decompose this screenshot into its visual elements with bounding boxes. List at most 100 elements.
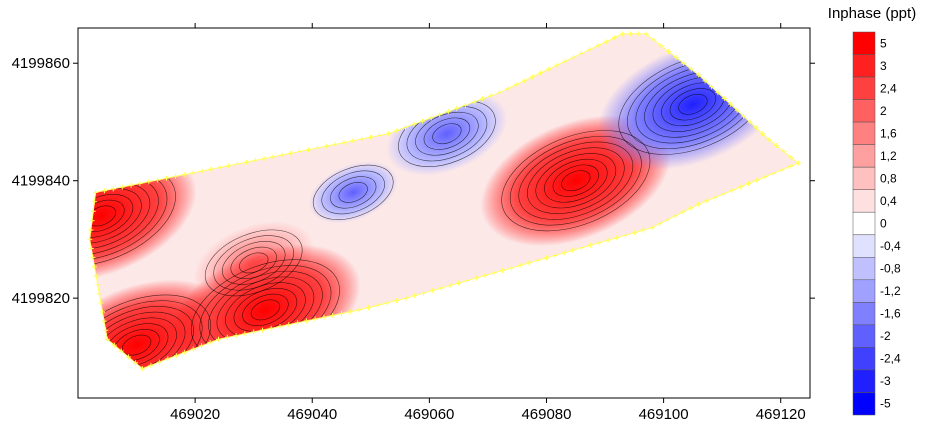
sample-marker [208, 166, 214, 172]
sample-marker [261, 156, 267, 162]
sample-marker [658, 43, 664, 49]
sample-marker [513, 82, 519, 88]
sample-marker [148, 362, 154, 368]
contour-line [89, 294, 212, 369]
sample-marker [721, 191, 727, 197]
contour-line [204, 229, 303, 297]
legend-swatch [852, 121, 876, 145]
sample-marker [137, 181, 143, 186]
sample-marker [377, 133, 382, 138]
sample-marker [330, 312, 336, 318]
sample-marker [93, 273, 99, 279]
contour-line [552, 164, 599, 197]
sample-marker [323, 143, 329, 149]
sample-marker [132, 360, 138, 366]
sample-marker [164, 175, 169, 181]
sample-marker [101, 188, 107, 194]
sample-marker [403, 295, 409, 301]
sample-marker [384, 300, 390, 306]
legend-label: -0,8 [880, 262, 901, 276]
sample-marker [788, 154, 794, 160]
sample-marker [182, 349, 188, 355]
sample-marker [770, 170, 776, 176]
x-tick-label: 469060 [404, 406, 454, 423]
sample-marker [314, 145, 320, 151]
sample-marker [98, 300, 104, 306]
legend-label: -2,4 [880, 352, 901, 366]
sample-marker [508, 265, 514, 271]
contour-line [535, 153, 617, 209]
y-tick-label: 4199820 [12, 290, 70, 307]
sample-marker [734, 107, 740, 113]
sample-marker [623, 232, 628, 238]
sample-marker [491, 270, 497, 276]
sample-marker [339, 311, 344, 317]
y-tick-label: 4199860 [12, 55, 70, 72]
sample-marker [233, 333, 239, 339]
sample-marker [91, 199, 97, 205]
sample-marker [773, 143, 779, 148]
sample-marker [673, 54, 679, 60]
legend-swatch [852, 166, 876, 190]
sample-marker [155, 177, 161, 183]
sample-marker [521, 78, 527, 84]
sample-marker [303, 318, 309, 324]
sample-marker [277, 323, 283, 329]
sample-marker [87, 236, 93, 242]
sample-marker [570, 247, 576, 253]
legend-label: -3 [880, 374, 891, 388]
legend-swatch [852, 76, 876, 100]
sample-marker [110, 186, 116, 192]
sample-marker [471, 99, 477, 105]
sample-marker [596, 240, 602, 246]
sample-marker [635, 31, 641, 37]
sample-marker [787, 164, 793, 169]
legend-label: -5 [880, 397, 891, 411]
sample-marker [224, 334, 230, 340]
sample-marker [101, 318, 107, 324]
contour-line [89, 171, 168, 261]
contour-line [330, 176, 377, 209]
sample-marker [587, 47, 593, 52]
legend-label: 0 [880, 217, 887, 231]
sample-marker [95, 282, 101, 288]
contour-line [89, 165, 176, 267]
y-tick-label: 4199840 [12, 173, 70, 190]
sample-marker [747, 119, 753, 125]
contour-line [89, 205, 117, 227]
sample-marker [454, 105, 460, 111]
sample-marker [173, 353, 179, 359]
sample-marker [729, 188, 735, 193]
sample-marker [447, 283, 453, 289]
sample-marker [104, 336, 110, 342]
sample-marker [688, 205, 694, 211]
contour-line [501, 130, 651, 232]
sample-marker [429, 288, 435, 294]
legend-label: 2 [880, 104, 887, 118]
legend-swatch [852, 31, 876, 55]
sample-marker [544, 255, 549, 261]
contour-line [678, 93, 708, 115]
legend-swatch [852, 347, 876, 371]
sample-marker [251, 329, 257, 335]
sample-marker [546, 66, 552, 72]
sample-marker [385, 131, 391, 137]
sample-marker [760, 131, 766, 137]
sample-marker [375, 302, 381, 308]
sample-marker [456, 280, 462, 286]
legend-swatch [852, 302, 876, 326]
sample-marker [286, 322, 292, 328]
sample-marker [552, 252, 558, 258]
sample-marker [445, 109, 451, 115]
sample-marker [753, 125, 759, 131]
sample-marker [128, 182, 134, 188]
sample-marker [712, 194, 718, 200]
sample-marker [631, 230, 637, 236]
sample-marker [242, 331, 248, 337]
sample-marker [288, 150, 294, 156]
sample-marker [579, 50, 585, 56]
legend-label: -0,4 [880, 239, 901, 253]
sample-marker [462, 102, 468, 108]
sample-marker [779, 167, 785, 173]
